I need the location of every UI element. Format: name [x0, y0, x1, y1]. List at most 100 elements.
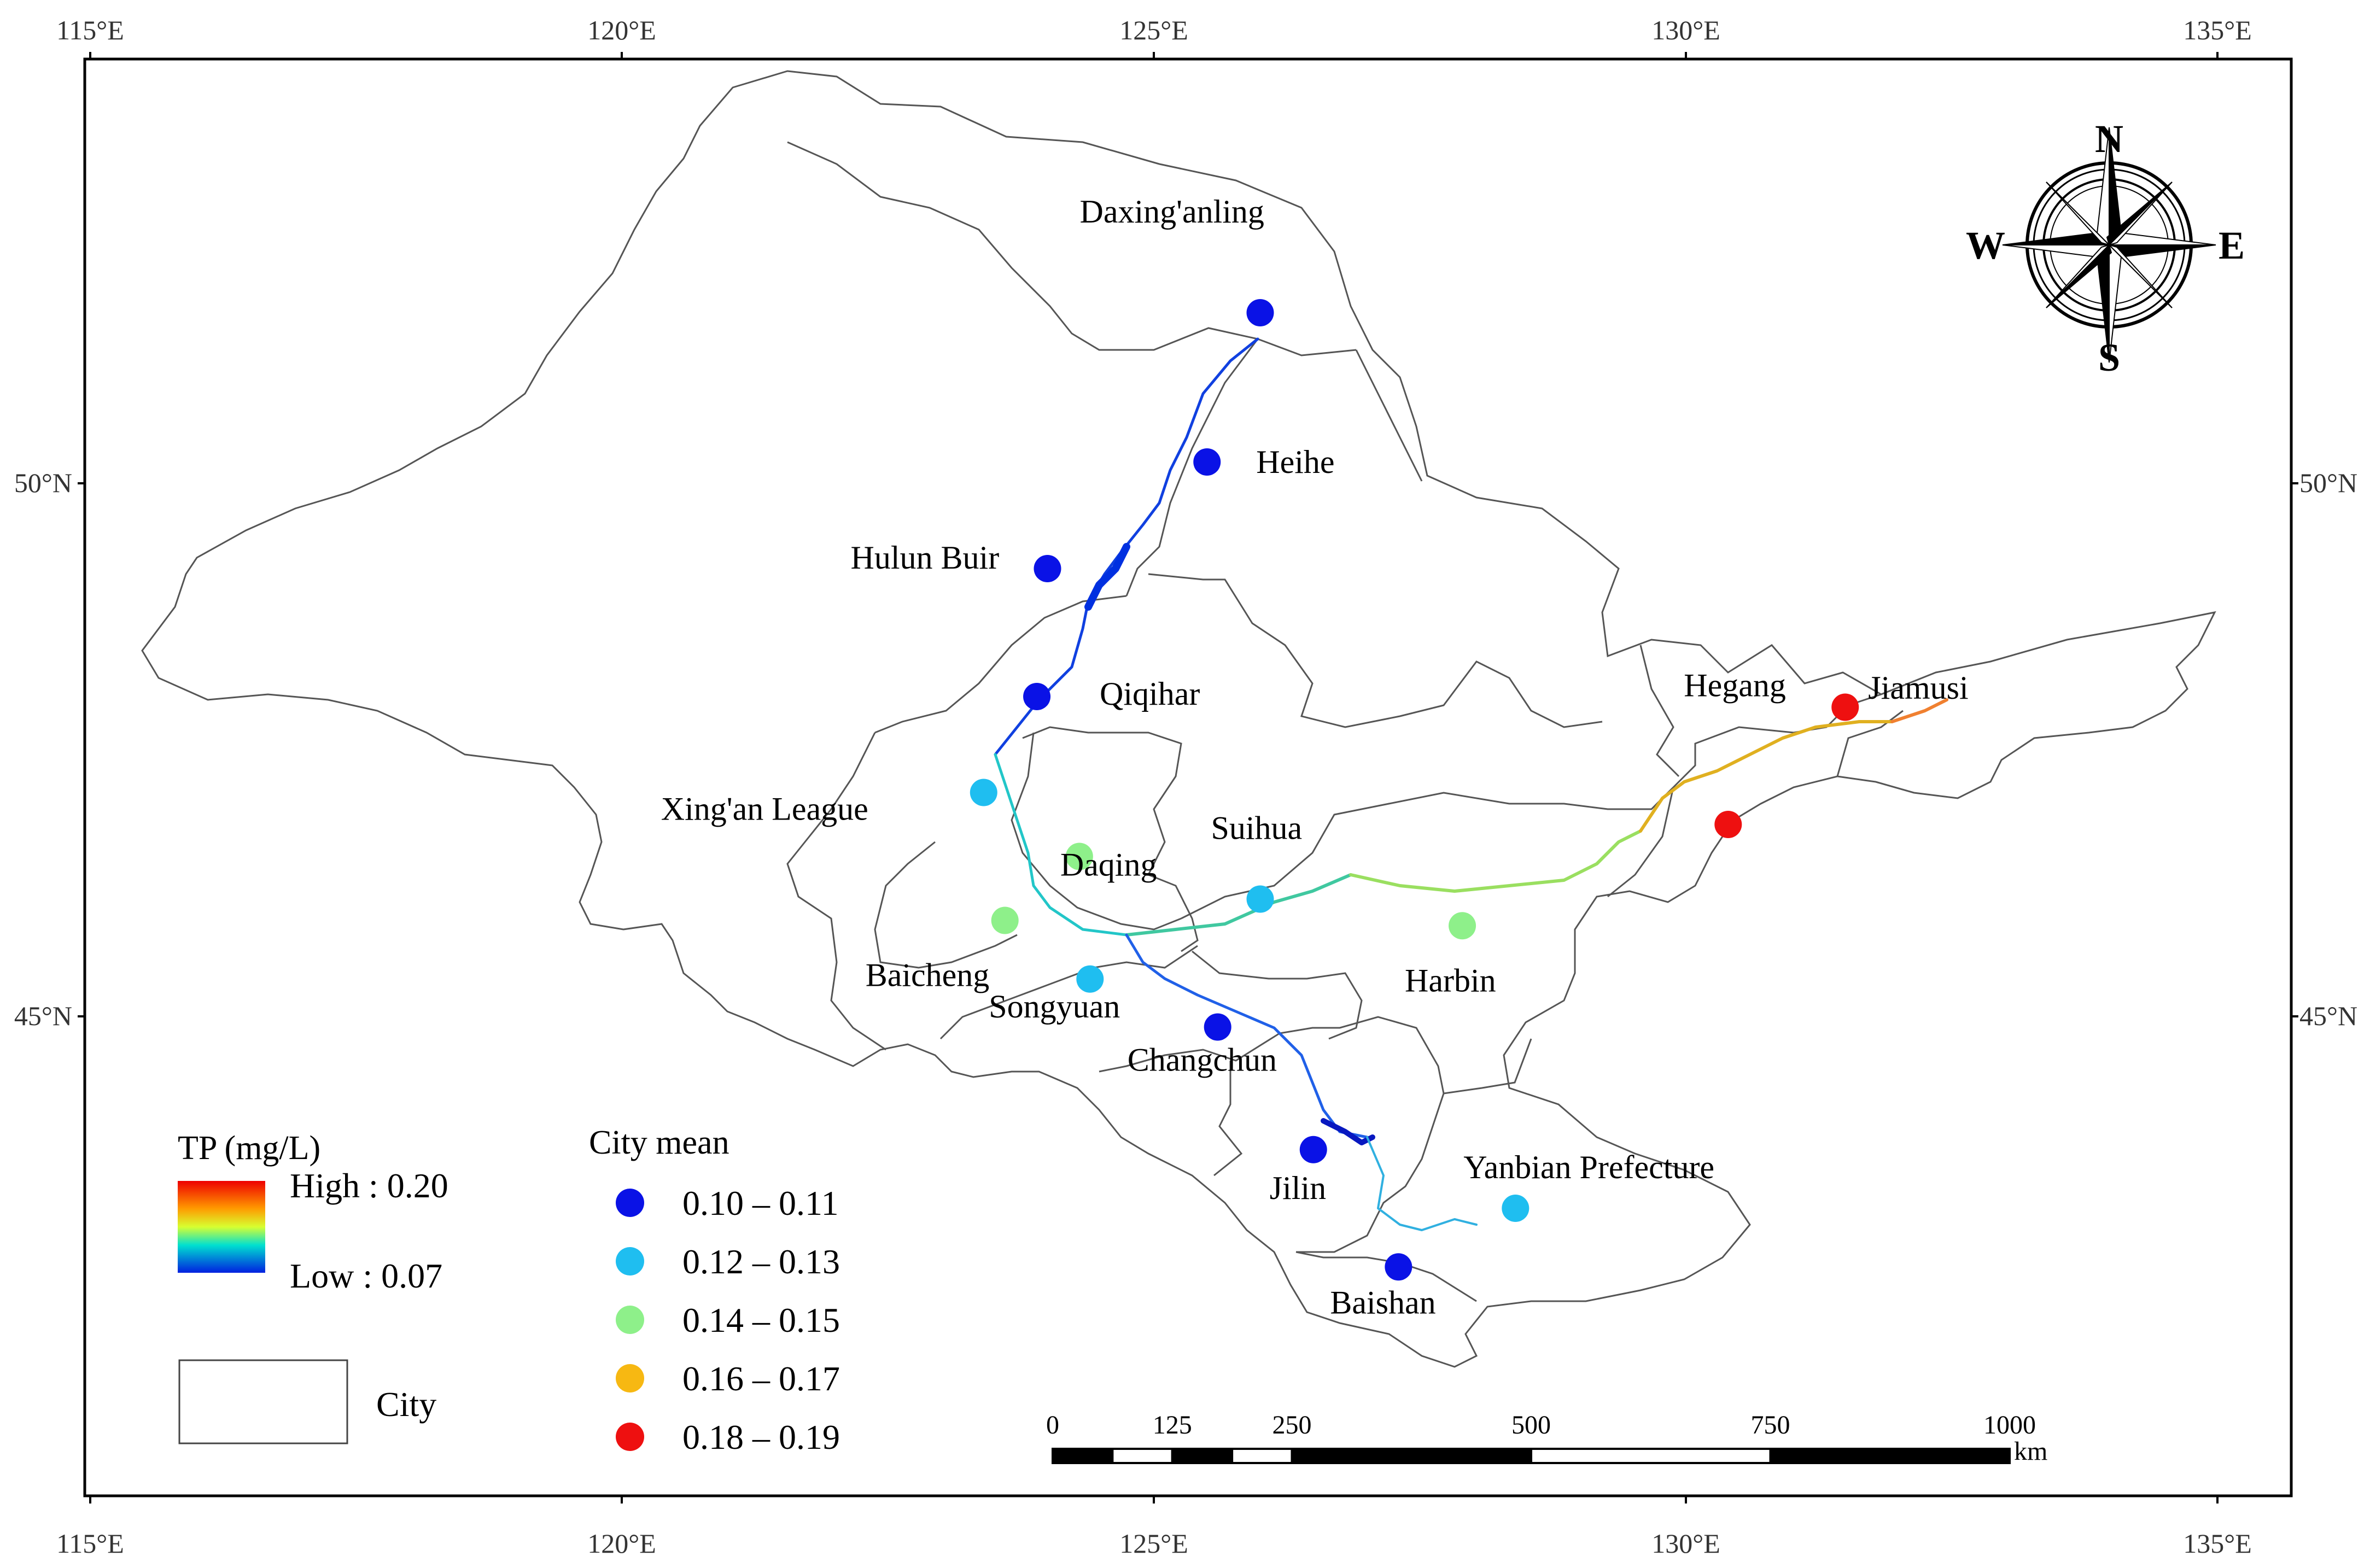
city-label: Songyuan — [989, 988, 1120, 1025]
map-frame — [83, 57, 2293, 1497]
lon-label-top-125: 125°E — [1119, 15, 1188, 45]
city-mean-marker — [1193, 448, 1221, 476]
boundary-jiamusi-inner — [1836, 710, 1904, 777]
city-mean-marker — [1299, 1136, 1327, 1163]
boundary-yanbian — [1443, 1038, 1532, 1095]
boundary-daxinganling-hulunbuir — [787, 141, 1258, 351]
class-label-0: 0.10 – 0.11 — [682, 1184, 839, 1222]
lon-label-top-115: 115°E — [56, 15, 124, 45]
city-label: Changchun — [1128, 1042, 1277, 1078]
city-label: Xing'an League — [661, 791, 868, 827]
city-label: Daxing'anling — [1080, 194, 1264, 230]
river-baishan-branch — [1366, 1136, 1478, 1231]
scale-segment-6 — [1769, 1448, 2011, 1464]
lon-label-top-130: 130°E — [1651, 15, 1720, 45]
lon-label-bottom-125: 125°E — [1119, 1528, 1188, 1559]
city-label: Harbin — [1405, 962, 1496, 998]
city-label: Daqing — [1060, 847, 1157, 883]
city-mean-marker — [1065, 842, 1093, 870]
boundary-heihe-east — [1355, 349, 1423, 482]
boundary-heihe-west — [1125, 338, 1259, 596]
class-swatch-0 — [616, 1189, 644, 1217]
city-mean-title: City mean — [589, 1124, 729, 1161]
lon-label-bottom-120: 120°E — [587, 1528, 656, 1559]
tp-legend-title: TP (mg/L) — [178, 1130, 320, 1167]
city-label: Heihe — [1256, 444, 1334, 480]
boundary-harbin-east — [1607, 787, 1674, 898]
city-jilin: Jilin — [1270, 1136, 1327, 1206]
boundary-qiqihar-east — [1148, 573, 1603, 728]
compass-w: W — [1966, 224, 2005, 267]
lon-label-bottom-135: 135°E — [2183, 1528, 2252, 1559]
city-daqing: Daqing — [1060, 842, 1157, 883]
tp-legend: TP (mg/L) High : 0.20 Low : 0.07 City — [178, 1130, 448, 1444]
scale-segment-1 — [1111, 1448, 1174, 1464]
class-label-2: 0.14 – 0.15 — [682, 1301, 840, 1339]
city-suihua: Suihua — [1211, 810, 1303, 913]
boundary-jilin-yanbian — [1296, 1093, 1445, 1253]
city-label: Qiqihar — [1100, 676, 1200, 712]
city-harbin: Harbin — [1405, 912, 1496, 998]
scale-label-125: 125 — [1153, 1411, 1192, 1440]
lon-label-bottom-130: 130°E — [1651, 1528, 1720, 1559]
city-yanbian-prefecture: Yanbian Prefecture — [1463, 1149, 1714, 1222]
city-label: Jilin — [1270, 1170, 1326, 1206]
lat-label-right-50: 50°N — [2299, 467, 2357, 498]
lon-label-bottom-115: 115°E — [56, 1528, 124, 1559]
scale-segment-0 — [1052, 1448, 1114, 1464]
scale-label-0: 0 — [1046, 1411, 1059, 1440]
city-mean-marker — [1449, 912, 1476, 940]
class-swatch-4 — [616, 1423, 644, 1451]
city-layer: Daxing'anling Heihe Hulun Buir Qiqihar Xing'… — [661, 194, 1969, 1320]
city-mean-marker — [991, 906, 1019, 934]
boundary-heihe-south — [1257, 338, 1357, 356]
city-label: Suihua — [1211, 810, 1303, 846]
river-songhua-mid — [1125, 873, 1352, 937]
compass-e: E — [2219, 224, 2245, 267]
boundary-daqing-south — [1011, 732, 1182, 931]
city-mean-marker — [1246, 299, 1274, 326]
boundary-baishan — [1295, 1251, 1477, 1302]
scale-label-250: 250 — [1272, 1411, 1312, 1440]
scale-segment-3 — [1231, 1448, 1293, 1464]
lon-ticks-top: 115°E 120°E 125°E 130°E 135°E — [56, 15, 2252, 45]
class-swatch-1 — [616, 1247, 644, 1276]
city-mean-marker — [1385, 1253, 1412, 1281]
river-network — [994, 337, 1948, 1231]
lat-label-right-45: 45°N — [2299, 1001, 2357, 1031]
compass-n: N — [2095, 117, 2123, 161]
city-mean-marker — [1204, 1013, 1231, 1041]
tp-gradient-bar — [178, 1181, 265, 1273]
boundary-jilin — [1213, 1061, 1243, 1177]
city-mean-marker — [1714, 811, 1742, 838]
compass-rose: N S E W — [1966, 117, 2245, 379]
city-baicheng: Baicheng — [866, 906, 1019, 993]
tp-legend-high: High : 0.20 — [290, 1166, 448, 1205]
city-mean-marker — [1502, 1195, 1530, 1222]
city-label: Baishan — [1330, 1284, 1435, 1320]
city-label: Hegang — [1684, 668, 1786, 704]
river-nenjiang — [994, 753, 1128, 937]
city-songyuan: Songyuan — [989, 965, 1120, 1025]
boundary-baicheng — [874, 841, 1018, 969]
city-hegang: Hegang — [1684, 668, 1859, 721]
city-label: Baicheng — [866, 957, 990, 993]
boundary-qiqihar-daqing — [1022, 726, 1199, 952]
lon-ticks-bottom: 115°E 120°E 125°E 130°E 135°E — [56, 1528, 2252, 1559]
class-swatch-3 — [616, 1364, 644, 1393]
city-label: Hulun Buir — [851, 540, 1000, 576]
lon-label-top-120: 120°E — [587, 15, 656, 45]
city-mean-marker — [1076, 965, 1104, 993]
city-qiqihar: Qiqihar — [1023, 676, 1200, 712]
river-songhua-lower — [1639, 720, 1894, 833]
scale-unit: km — [2014, 1437, 2047, 1466]
class-label-4: 0.18 – 0.19 — [682, 1418, 840, 1456]
class-swatch-2 — [616, 1306, 644, 1334]
city-boundaries — [141, 70, 2216, 1368]
tp-legend-low: Low : 0.07 — [290, 1256, 442, 1295]
city-polygon-swatch — [178, 1359, 348, 1444]
city-heihe: Heihe — [1193, 444, 1335, 480]
scale-bar: km 0 125 250 500 750 1000 — [1046, 1411, 2047, 1466]
boundary-songyuan — [939, 945, 1198, 1040]
boundary-changchun-jilin — [1099, 1016, 1445, 1094]
